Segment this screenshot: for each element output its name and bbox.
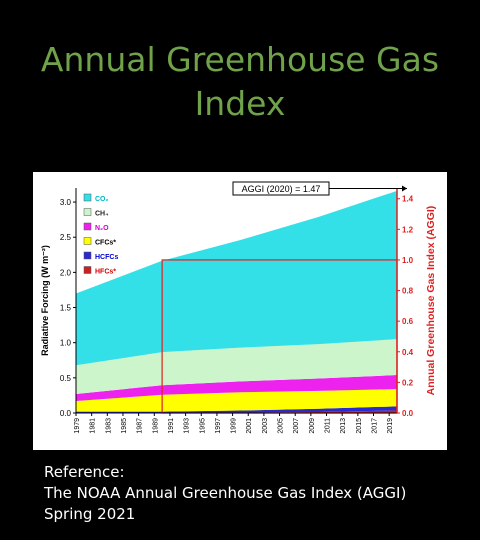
slide-title-line-2: Index bbox=[194, 84, 286, 123]
reference-line-2: Spring 2021 bbox=[44, 505, 136, 523]
x-tick-label: 2011 bbox=[325, 418, 332, 433]
legend-label-hcfcs: HCFCs bbox=[95, 254, 118, 261]
x-tick-label: 2013 bbox=[340, 418, 347, 434]
y-tick-label: 3.0 bbox=[60, 198, 72, 207]
reference-heading: Reference: bbox=[44, 463, 125, 481]
x-tick-label: 1979 bbox=[74, 418, 81, 434]
y-tick-label: 1.0 bbox=[60, 339, 72, 348]
legend-label-hfcs: HFCs* bbox=[95, 269, 116, 276]
legend-swatch-ch bbox=[83, 208, 92, 216]
y2-axis-title: Annual Greenhouse Gas Index (AGGI) bbox=[425, 206, 437, 396]
reference-line-1: The NOAA Annual Greenhouse Gas Index (AG… bbox=[44, 484, 407, 502]
y2-tick-label: 0.4 bbox=[402, 348, 414, 357]
y2-tick-label: 1.2 bbox=[402, 225, 414, 234]
x-tick-label: 2001 bbox=[246, 418, 253, 434]
area-hfcs bbox=[76, 410, 397, 413]
legend-swatch-n-o bbox=[83, 222, 92, 231]
x-tick-label: 1981 bbox=[90, 418, 97, 434]
reference-block: Reference: The NOAA Annual Greenhouse Ga… bbox=[44, 462, 406, 525]
x-tick-label: 1987 bbox=[137, 418, 144, 434]
x-tick-label: 2007 bbox=[293, 418, 300, 434]
x-tick-label: 1995 bbox=[199, 418, 206, 434]
legend-label-ch: CH₄ bbox=[95, 211, 108, 218]
legend-label-cfcs: CFCs* bbox=[95, 240, 116, 247]
x-tick-label: 2005 bbox=[278, 418, 285, 434]
x-tick-label: 1991 bbox=[168, 418, 175, 434]
x-tick-label: 1983 bbox=[105, 418, 112, 434]
y2-tick-label: 0.6 bbox=[402, 317, 414, 326]
x-tick-label: 1993 bbox=[184, 418, 191, 434]
y2-tick-label: 0.2 bbox=[402, 378, 414, 387]
x-tick-label: 2019 bbox=[387, 418, 394, 434]
y-tick-label: 0.5 bbox=[60, 374, 72, 383]
x-tick-label: 2009 bbox=[309, 418, 316, 434]
y-tick-label: 1.5 bbox=[60, 304, 72, 313]
slide-title-line-1: Annual Greenhouse Gas bbox=[40, 40, 440, 79]
area-ch bbox=[76, 339, 397, 395]
y2-tick-label: 0.8 bbox=[402, 287, 414, 296]
y2-tick-label: 1.0 bbox=[402, 256, 414, 265]
legend-swatch-co bbox=[83, 193, 92, 202]
aggi-chart: 0.0 0.5 1.0 1.5 2.0 2.5 3.0 0.0 0.2 0.4 0.6 0.8 1.0 1… bbox=[40, 181, 437, 434]
y-tick-label: 2.5 bbox=[60, 233, 72, 242]
x-tick-label: 1997 bbox=[215, 418, 222, 434]
aggi-chart-panel: 0.0 0.5 1.0 1.5 2.0 2.5 3.0 0.0 0.2 0.4 0.6 0.8 1.0 1… bbox=[33, 172, 447, 450]
legend-label-co: CO₂ bbox=[95, 196, 109, 203]
area-n-o bbox=[76, 375, 397, 402]
aggi-annotation-arrow-head bbox=[402, 185, 407, 192]
legend-swatch-cfcs bbox=[83, 237, 92, 245]
y-tick-label: 0.0 bbox=[60, 409, 72, 418]
legend-swatch-hcfcs bbox=[83, 251, 92, 260]
x-tick-label: 1985 bbox=[121, 418, 128, 434]
area-cfcs bbox=[76, 389, 397, 412]
x-tick-label: 1989 bbox=[152, 418, 159, 434]
y-tick-label: 2.0 bbox=[60, 268, 72, 277]
x-tick-label: 2003 bbox=[262, 418, 269, 434]
area-co bbox=[76, 190, 397, 366]
y2-tick-label: 0.0 bbox=[402, 409, 414, 418]
aggi-annotation-label: AGGI (2020) = 1.47 bbox=[242, 184, 321, 194]
legend-label-n-o: N₂O bbox=[95, 225, 109, 232]
area-hcfcs bbox=[76, 406, 397, 413]
slide-title: Annual Greenhouse Gas Index bbox=[0, 38, 480, 126]
y-axis-title: Radiative Forcing (W m⁻²) bbox=[40, 245, 50, 356]
y2-tick-label: 1.4 bbox=[402, 195, 414, 204]
legend-swatch-hfcs bbox=[83, 266, 92, 274]
x-tick-label: 2015 bbox=[356, 418, 363, 434]
x-tick-label: 2017 bbox=[372, 418, 379, 434]
x-tick-label: 1999 bbox=[231, 418, 238, 434]
